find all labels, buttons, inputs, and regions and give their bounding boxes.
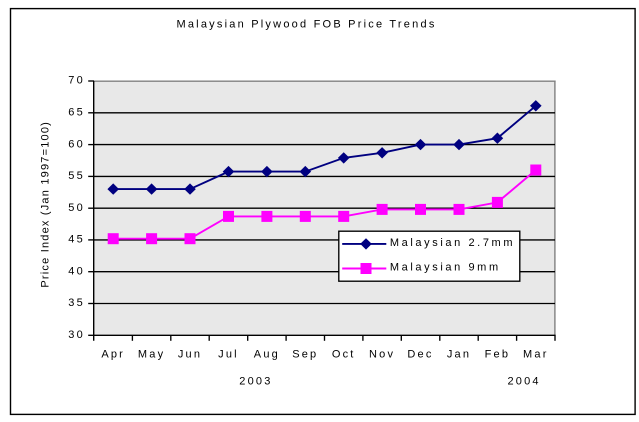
svg-text:Malaysian Plywood FOB Price Tr: Malaysian Plywood FOB Price Trends [176,19,436,31]
svg-text:2004: 2004 [507,376,540,388]
svg-text:Sep: Sep [292,348,318,360]
svg-text:40: 40 [68,265,85,277]
svg-text:Mar: Mar [523,348,549,360]
svg-text:Jan: Jan [447,348,471,360]
svg-text:35: 35 [68,297,85,309]
svg-text:Dec: Dec [407,348,433,360]
svg-text:60: 60 [68,138,85,150]
svg-text:Aug: Aug [254,348,280,360]
svg-text:Nov: Nov [369,348,395,360]
svg-text:50: 50 [68,202,85,214]
svg-text:Apr: Apr [101,348,125,360]
svg-text:2003: 2003 [239,376,272,388]
svg-text:45: 45 [68,234,85,246]
svg-text:65: 65 [68,107,85,119]
svg-text:Oct: Oct [332,348,356,360]
svg-text:70: 70 [68,75,85,87]
svg-text:Jun: Jun [178,348,202,360]
svg-text:Malaysian 9mm: Malaysian 9mm [390,262,501,274]
svg-text:55: 55 [68,170,85,182]
svg-text:Jul: Jul [218,348,239,360]
svg-text:Malaysian 2.7mm: Malaysian 2.7mm [390,237,515,249]
svg-text:30: 30 [68,329,85,341]
svg-text:May: May [138,348,165,360]
svg-text:Price Index (Jan 1997=100): Price Index (Jan 1997=100) [40,121,52,288]
svg-text:Feb: Feb [485,348,511,360]
